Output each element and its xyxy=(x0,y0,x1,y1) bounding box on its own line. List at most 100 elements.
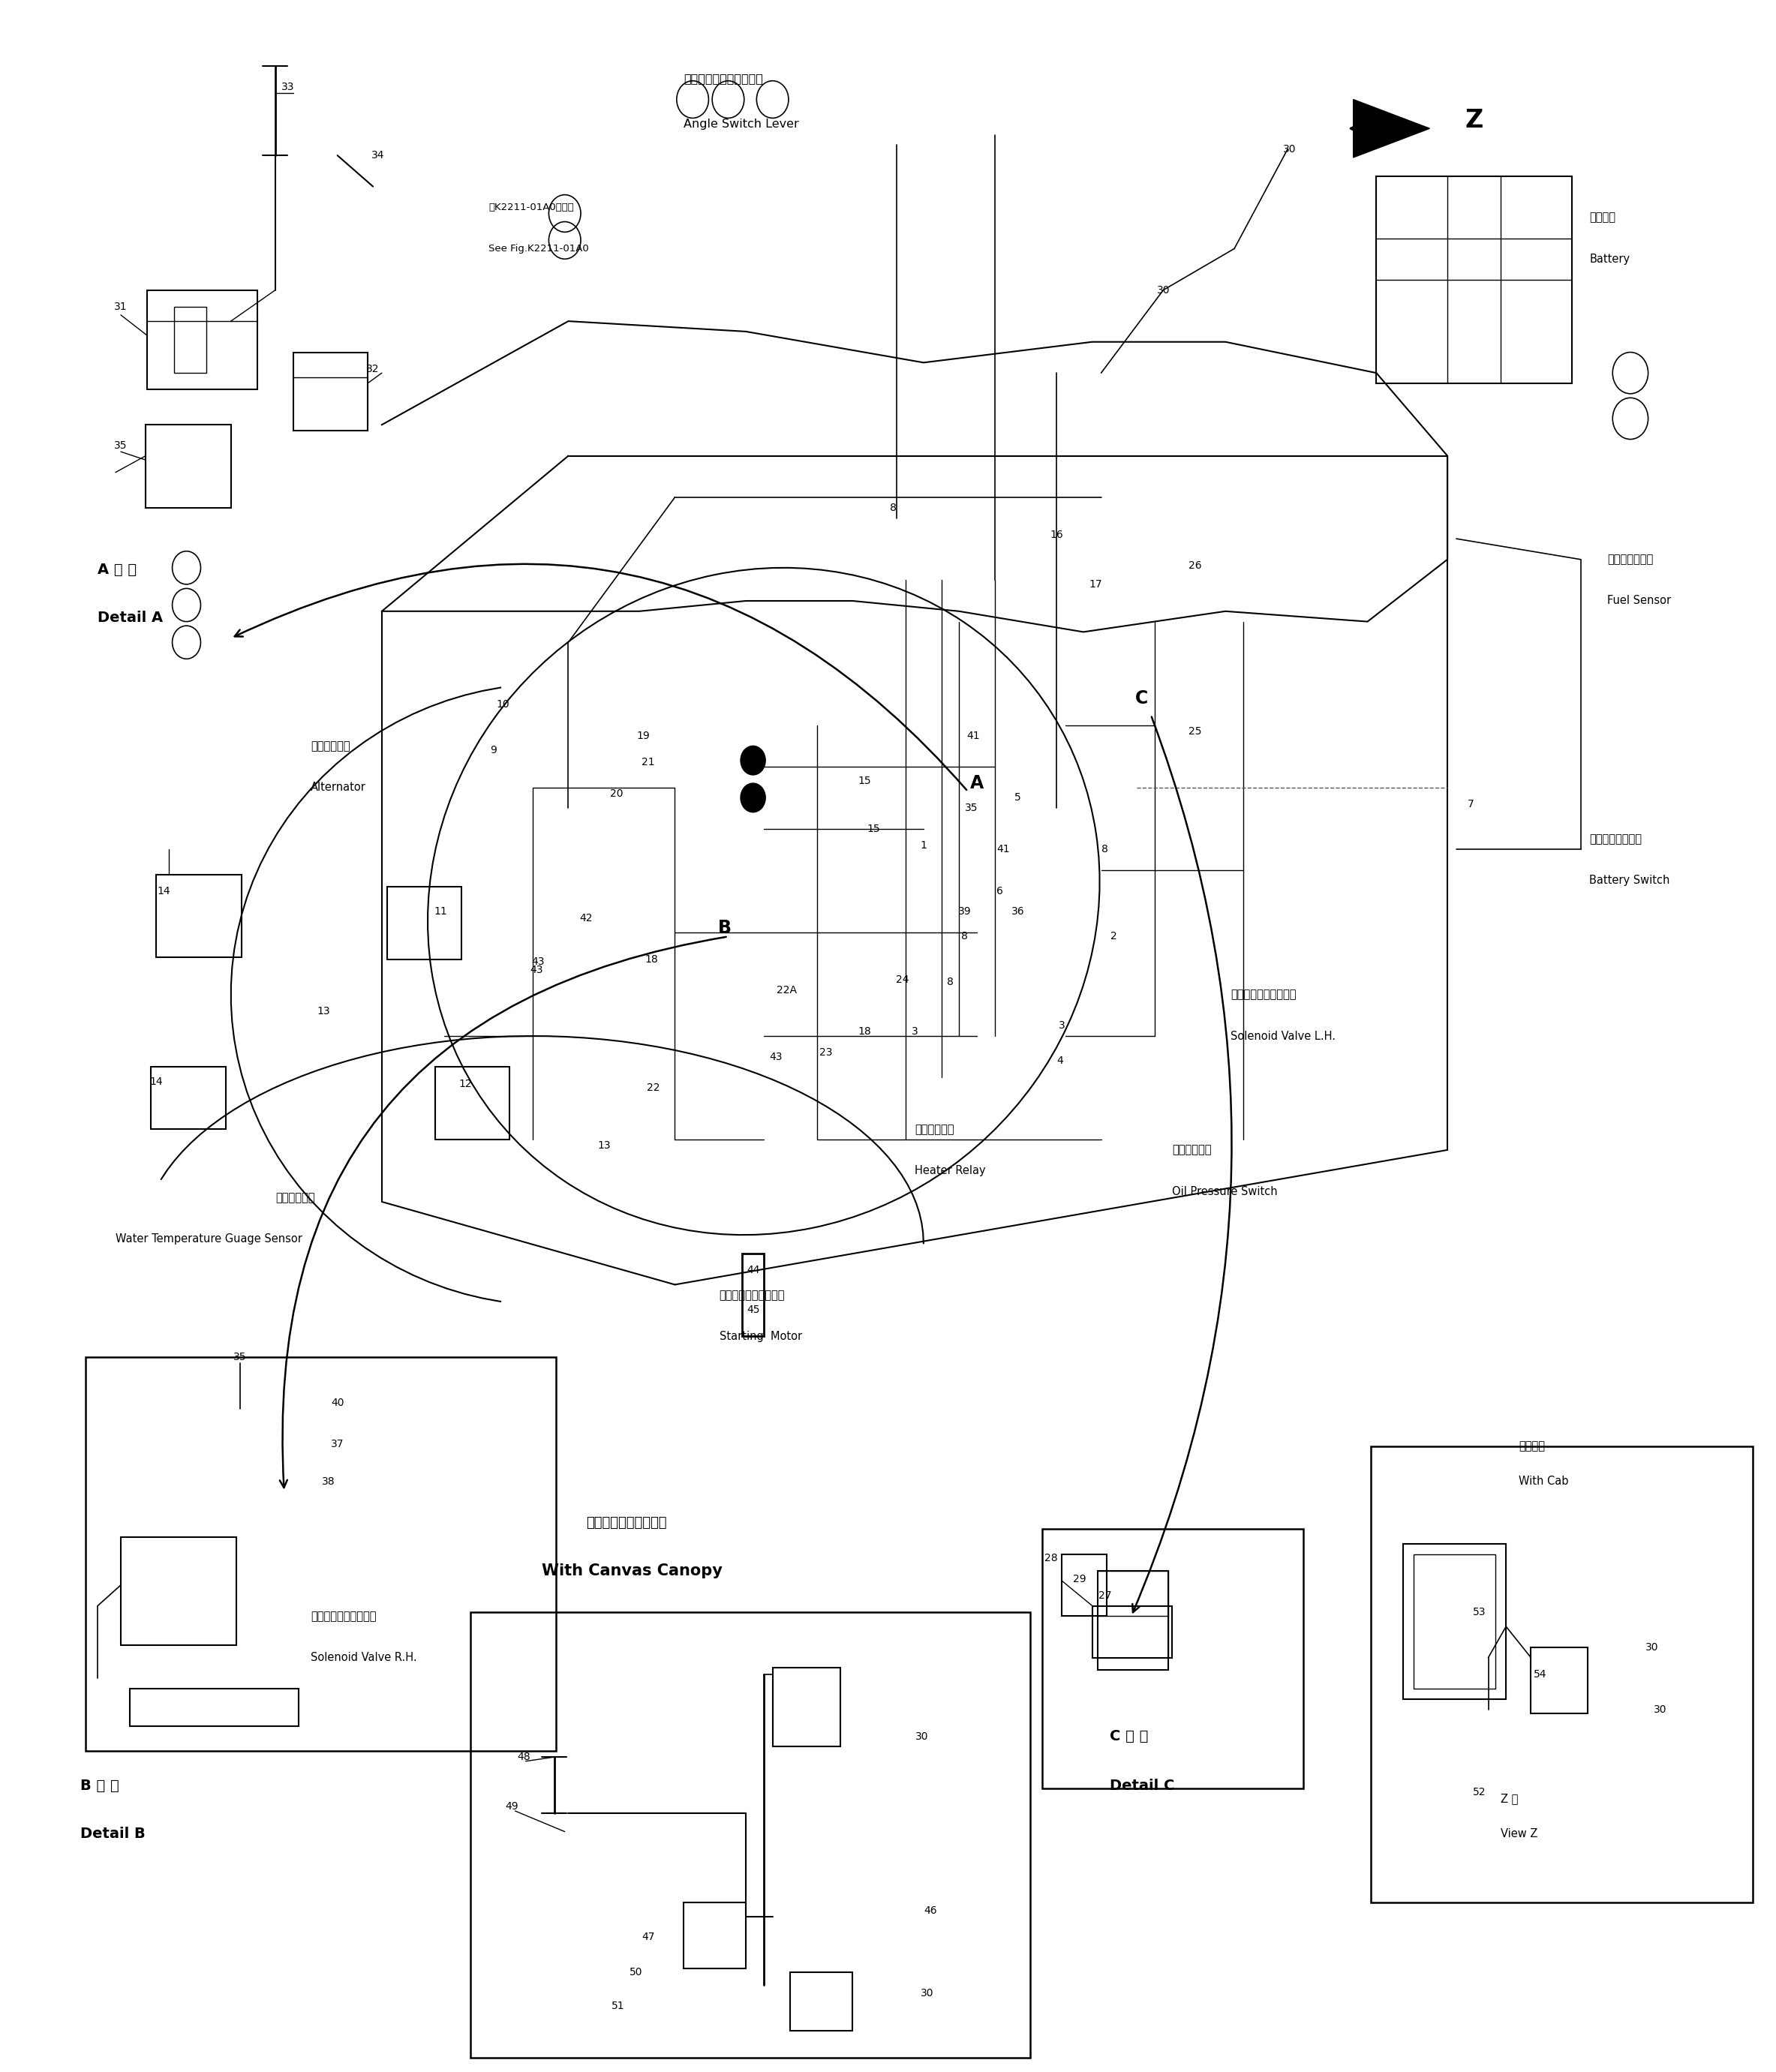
Bar xyxy=(684,1902,746,1968)
Text: B: B xyxy=(718,920,732,937)
Bar xyxy=(85,1357,556,1751)
Text: ソレノイドバルブ右側: ソレノイドバルブ右側 xyxy=(311,1610,377,1622)
Text: 22: 22 xyxy=(646,1082,661,1094)
Text: スターティングモータ: スターティングモータ xyxy=(719,1289,785,1301)
Text: 49: 49 xyxy=(504,1801,519,1813)
Text: 51: 51 xyxy=(611,1999,625,2012)
Text: 30: 30 xyxy=(915,1730,929,1743)
Text: 19: 19 xyxy=(636,729,650,742)
Bar xyxy=(1043,1529,1304,1788)
Text: 36: 36 xyxy=(1011,905,1025,918)
Bar xyxy=(1062,1554,1106,1616)
Bar xyxy=(471,1612,1030,2057)
Text: キャンバスキャノピ付: キャンバスキャノピ付 xyxy=(586,1517,666,1529)
Bar xyxy=(174,307,206,373)
Text: 43: 43 xyxy=(769,1051,783,1063)
Bar xyxy=(156,874,242,957)
Text: 7: 7 xyxy=(1467,798,1474,810)
Text: 40: 40 xyxy=(330,1397,345,1409)
Text: 10: 10 xyxy=(496,698,510,711)
Text: 16: 16 xyxy=(1050,528,1064,541)
Text: 8: 8 xyxy=(890,501,897,514)
Text: Heater Relay: Heater Relay xyxy=(915,1164,986,1177)
Text: 37: 37 xyxy=(330,1438,345,1450)
Text: 15: 15 xyxy=(867,823,881,835)
Text: 6: 6 xyxy=(996,885,1003,897)
Text: アングルスイッチレバー: アングルスイッチレバー xyxy=(684,73,764,85)
Text: Battery: Battery xyxy=(1590,253,1630,265)
Bar xyxy=(435,1067,510,1140)
Text: 3: 3 xyxy=(911,1026,918,1038)
Text: 38: 38 xyxy=(321,1475,336,1488)
Text: Solenoid Valve L.H.: Solenoid Valve L.H. xyxy=(1231,1030,1336,1042)
Text: 34: 34 xyxy=(371,149,385,162)
Text: オルタネータ: オルタネータ xyxy=(311,740,350,752)
Text: キャブ付: キャブ付 xyxy=(1518,1440,1545,1452)
Bar xyxy=(1414,1554,1495,1689)
Text: 32: 32 xyxy=(366,363,380,375)
Text: 53: 53 xyxy=(1472,1606,1487,1618)
Text: 29: 29 xyxy=(1073,1573,1087,1585)
Text: 30: 30 xyxy=(1282,143,1296,155)
Text: 21: 21 xyxy=(641,756,655,769)
Text: Solenoid Valve R.H.: Solenoid Valve R.H. xyxy=(311,1651,417,1664)
Text: 41: 41 xyxy=(996,843,1011,856)
Text: 54: 54 xyxy=(1533,1668,1547,1680)
Bar xyxy=(1531,1647,1588,1714)
Text: 33: 33 xyxy=(281,81,295,93)
Text: See Fig.K2211-01A0: See Fig.K2211-01A0 xyxy=(488,244,590,253)
Text: 17: 17 xyxy=(1089,578,1103,591)
Text: 35: 35 xyxy=(233,1351,247,1363)
Text: 油圧スイッチ: 油圧スイッチ xyxy=(1172,1144,1211,1156)
Text: 8: 8 xyxy=(947,976,954,988)
Text: 水温計センサ: 水温計センサ xyxy=(275,1191,314,1204)
Text: 14: 14 xyxy=(149,1075,163,1088)
Text: 27: 27 xyxy=(1098,1589,1112,1602)
Text: 47: 47 xyxy=(641,1931,655,1944)
Text: 30: 30 xyxy=(1645,1641,1659,1653)
Polygon shape xyxy=(1353,99,1430,157)
Text: 9: 9 xyxy=(490,744,497,756)
Text: 15: 15 xyxy=(858,775,872,787)
Bar xyxy=(790,1973,852,2031)
Text: C 詳 細: C 詳 細 xyxy=(1110,1730,1149,1743)
Bar xyxy=(147,290,258,390)
Text: With Cab: With Cab xyxy=(1518,1475,1568,1488)
Text: 30: 30 xyxy=(1156,284,1170,296)
Text: 1: 1 xyxy=(920,839,927,852)
Text: 48: 48 xyxy=(517,1751,531,1763)
Text: Fuel Sensor: Fuel Sensor xyxy=(1607,595,1671,607)
Text: 52: 52 xyxy=(1472,1786,1487,1798)
Text: 14: 14 xyxy=(156,885,170,897)
Text: 25: 25 xyxy=(1188,725,1202,738)
Bar xyxy=(1371,1446,1753,1902)
Text: 45: 45 xyxy=(746,1303,760,1316)
Text: Detail C: Detail C xyxy=(1110,1780,1174,1792)
Text: Detail A: Detail A xyxy=(98,611,163,624)
Text: 31: 31 xyxy=(114,300,128,313)
Bar xyxy=(121,1537,236,1645)
Text: バッテリ: バッテリ xyxy=(1590,211,1616,224)
Text: A 詳 細: A 詳 細 xyxy=(98,564,137,576)
Text: 3: 3 xyxy=(1058,1019,1066,1032)
Bar xyxy=(130,1689,298,1726)
Text: 43: 43 xyxy=(531,955,545,968)
Text: 42: 42 xyxy=(579,912,593,924)
Bar xyxy=(151,1067,226,1129)
Text: 50: 50 xyxy=(629,1966,643,1979)
Circle shape xyxy=(741,783,765,812)
Text: バッテリスイッチ: バッテリスイッチ xyxy=(1590,833,1643,845)
Text: 30: 30 xyxy=(920,1987,934,1999)
Text: 13: 13 xyxy=(597,1140,611,1152)
Text: 44: 44 xyxy=(746,1264,760,1276)
Text: 12: 12 xyxy=(458,1077,472,1090)
Circle shape xyxy=(741,746,765,775)
Text: B 詳 細: B 詳 細 xyxy=(80,1780,119,1792)
Text: 35: 35 xyxy=(114,439,128,452)
Text: 5: 5 xyxy=(1014,792,1021,804)
Text: 8: 8 xyxy=(1101,843,1108,856)
Bar xyxy=(1092,1606,1172,1658)
Bar xyxy=(1098,1571,1169,1670)
Text: 22A: 22A xyxy=(776,984,797,997)
Bar xyxy=(387,887,462,959)
